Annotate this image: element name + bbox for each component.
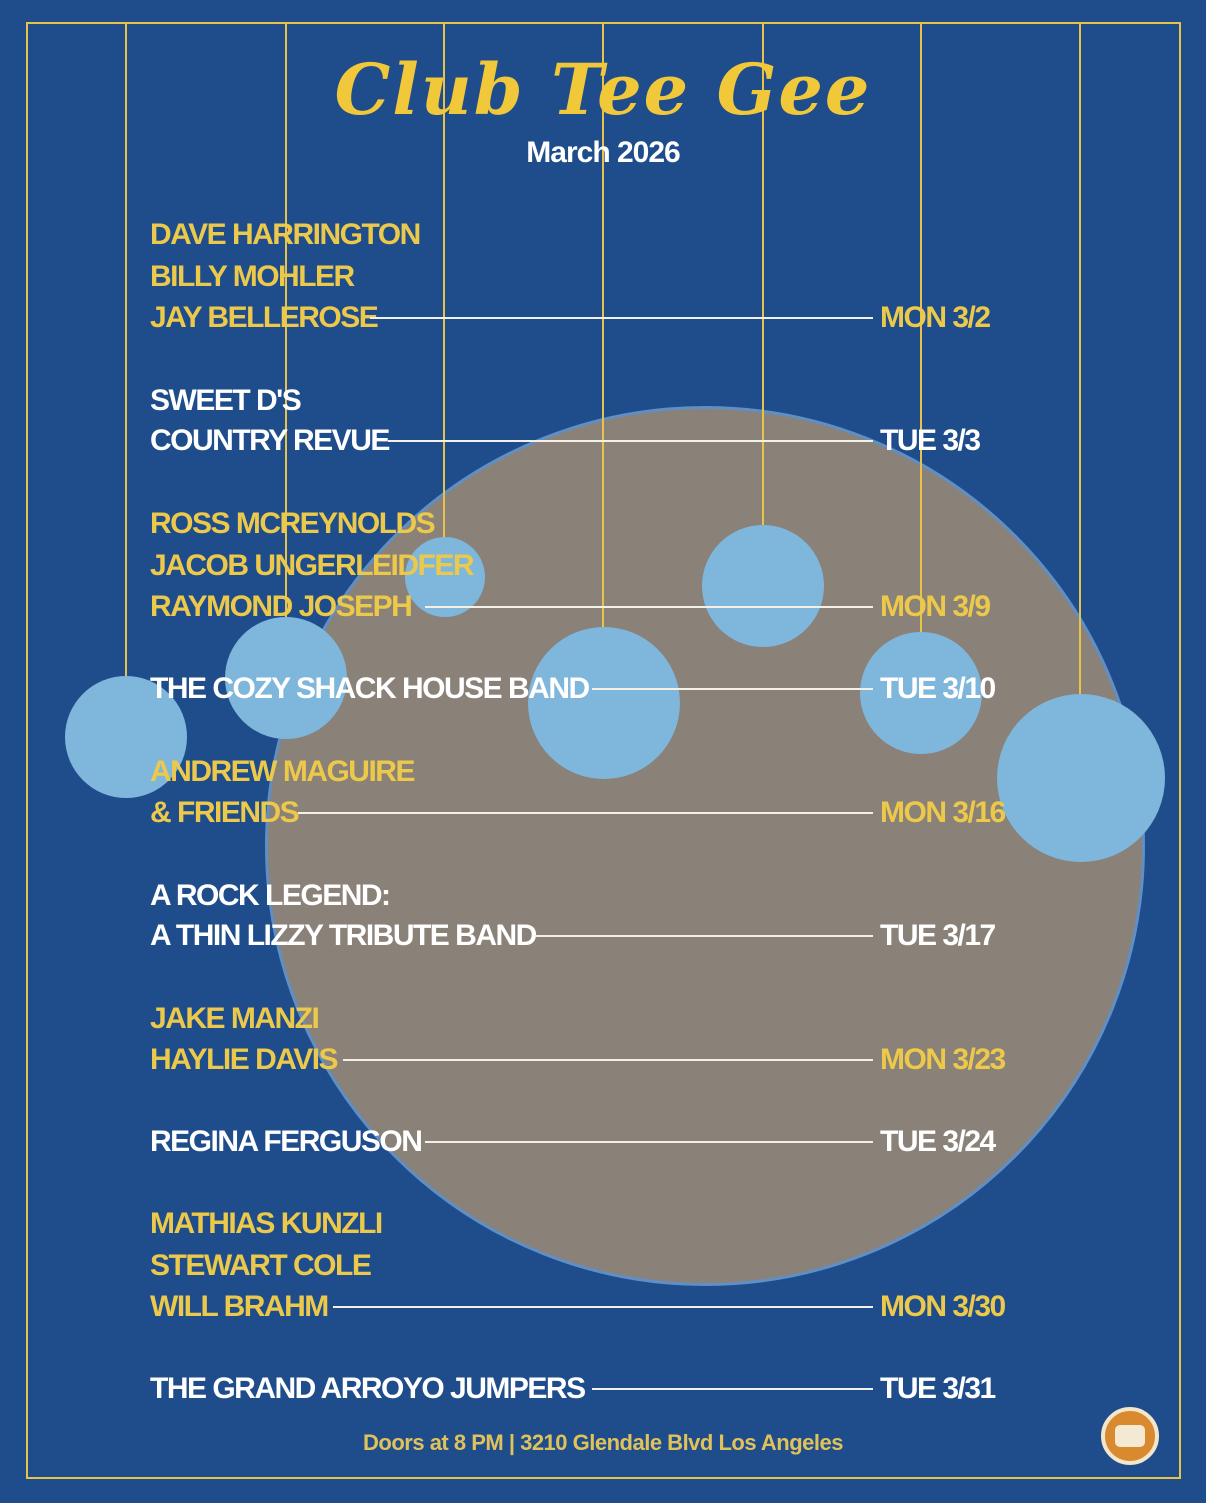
show-act-line: DAVE HARRINGTON bbox=[150, 218, 421, 251]
show-act-line: SWEET D'S bbox=[150, 384, 302, 417]
poster-frame bbox=[26, 22, 1181, 1479]
connector-line bbox=[425, 606, 873, 608]
show-act-line: MATHIAS KUNZLI bbox=[150, 1207, 383, 1240]
show-date: MON 3/9 bbox=[880, 590, 991, 623]
connector-line bbox=[592, 688, 873, 690]
show-act-line: COUNTRY REVUE bbox=[150, 424, 390, 457]
ornament-string bbox=[285, 24, 287, 624]
ornament-ball bbox=[860, 632, 982, 754]
show-act-line: RAYMOND JOSEPH bbox=[150, 590, 413, 623]
ornament-ball bbox=[702, 525, 824, 647]
show-act-line: A ROCK LEGEND: bbox=[150, 879, 391, 912]
ornament-string bbox=[443, 24, 445, 544]
ornament-ball bbox=[405, 537, 485, 617]
show-act-line: THE COZY SHACK HOUSE BAND bbox=[150, 672, 590, 705]
show-act-line: BILLY MOHLER bbox=[150, 260, 355, 293]
show-act-line: WILL BRAHM bbox=[150, 1290, 329, 1323]
show-act-line: HAYLIE DAVIS bbox=[150, 1043, 339, 1076]
show-act-line: ANDREW MAGUIRE bbox=[150, 755, 416, 788]
show-date: MON 3/23 bbox=[880, 1043, 1006, 1076]
show-act-line: JAY BELLEROSE bbox=[150, 301, 379, 334]
show-date: MON 3/2 bbox=[880, 301, 991, 334]
show-act-line: & FRIENDS bbox=[150, 796, 300, 829]
logo-emblem bbox=[1115, 1425, 1145, 1447]
connector-line bbox=[535, 935, 873, 937]
connector-line bbox=[388, 440, 873, 442]
show-act-line: JACOB UNGERLEIDFER bbox=[150, 549, 475, 582]
show-date: TUE 3/31 bbox=[880, 1372, 996, 1405]
show-act-line: JAKE MANZI bbox=[150, 1002, 320, 1035]
club-logo-icon bbox=[1101, 1407, 1159, 1465]
ornament-string bbox=[125, 24, 127, 684]
show-act-line: A THIN LIZZY TRIBUTE BAND bbox=[150, 919, 537, 952]
venue-footer: Doors at 8 PM | 3210 Glendale Blvd Los A… bbox=[363, 1430, 843, 1455]
show-date: MON 3/16 bbox=[880, 796, 1006, 829]
connector-line bbox=[425, 1141, 873, 1143]
ornament-ball bbox=[997, 694, 1165, 862]
connector-line bbox=[298, 812, 873, 814]
ornament-ball bbox=[528, 627, 680, 779]
show-act-line: REGINA FERGUSON bbox=[150, 1125, 423, 1158]
show-date: TUE 3/3 bbox=[880, 424, 981, 457]
show-date: TUE 3/17 bbox=[880, 919, 996, 952]
connector-line bbox=[343, 1059, 873, 1061]
show-date: TUE 3/24 bbox=[880, 1125, 996, 1158]
show-act-line: THE GRAND ARROYO JUMPERS bbox=[150, 1372, 586, 1405]
ornament-string bbox=[602, 24, 604, 634]
show-date: TUE 3/10 bbox=[880, 672, 996, 705]
ornament-string bbox=[920, 24, 922, 639]
connector-line bbox=[370, 317, 873, 319]
ornament-string bbox=[762, 24, 764, 529]
connector-line bbox=[592, 1388, 873, 1390]
show-date: MON 3/30 bbox=[880, 1290, 1006, 1323]
month-heading: March 2026 bbox=[526, 136, 680, 169]
club-title: Club Tee Gee bbox=[334, 48, 872, 131]
show-act-line: ROSS MCREYNOLDS bbox=[150, 507, 436, 540]
ornament-ball bbox=[225, 617, 347, 739]
connector-line bbox=[333, 1306, 873, 1308]
ornament-string bbox=[1079, 24, 1081, 699]
ornament-ball bbox=[65, 676, 187, 798]
show-act-line: STEWART COLE bbox=[150, 1249, 372, 1282]
